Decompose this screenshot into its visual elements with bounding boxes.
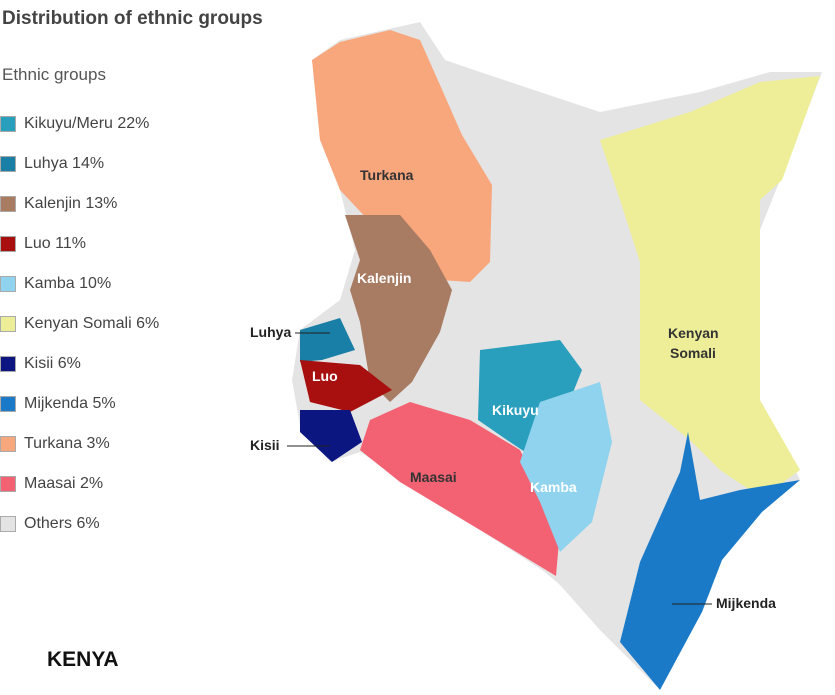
region-maasai xyxy=(360,402,560,576)
legend: Kikuyu/Meru 22% Luhya 14% Kalenjin 13% Luo … xyxy=(0,104,159,544)
legend-label: Kenyan Somali 6% xyxy=(24,315,160,332)
legend-label: Kisii 6% xyxy=(24,355,81,372)
legend-item: Kamba 10% xyxy=(0,264,159,304)
map-label-somali-2: Somali xyxy=(670,345,716,361)
map-label-kisii: Kisii xyxy=(250,437,280,453)
legend-item: Kisii 6% xyxy=(0,344,159,384)
map-label-kamba: Kamba xyxy=(530,479,577,495)
map-label-kikuyu: Kikuyu xyxy=(492,402,539,418)
legend-item: Kikuyu/Meru 22% xyxy=(0,104,159,144)
legend-swatch xyxy=(0,316,16,332)
legend-swatch xyxy=(0,436,16,452)
region-turkana xyxy=(312,30,492,282)
legend-label: Kalenjin 13% xyxy=(24,195,118,212)
legend-item: Luo 11% xyxy=(0,224,159,264)
legend-label: Maasai 2% xyxy=(24,475,104,492)
legend-item: Others 6% xyxy=(0,504,159,544)
map-label-mijkenda: Mijkenda xyxy=(716,595,776,611)
legend-swatch xyxy=(0,196,16,212)
legend-swatch xyxy=(0,156,16,172)
legend-item: Turkana 3% xyxy=(0,424,159,464)
map-label-kalenjin: Kalenjin xyxy=(357,270,411,286)
legend-label: Turkana 3% xyxy=(24,435,110,452)
region-kalenjin xyxy=(345,215,452,402)
legend-label: Mijkenda 5% xyxy=(24,395,116,412)
region-kamba xyxy=(520,382,612,552)
legend-swatch xyxy=(0,516,16,532)
map-label-luo: Luo xyxy=(312,368,338,384)
map-label-turkana: Turkana xyxy=(360,167,414,183)
region-mijkenda xyxy=(620,432,800,690)
region-kenyan-somali xyxy=(600,76,820,498)
country-label: KENYA xyxy=(47,648,119,671)
legend-swatch xyxy=(0,236,16,252)
region-luo xyxy=(300,360,392,412)
legend-item: Maasai 2% xyxy=(0,464,159,504)
legend-title: Ethnic groups xyxy=(2,65,106,84)
map-title: Distribution of ethnic groups xyxy=(2,8,263,29)
legend-swatch xyxy=(0,276,16,292)
legend-swatch xyxy=(0,396,16,412)
map-label-somali-1: Kenyan xyxy=(668,325,719,341)
legend-item: Kalenjin 13% xyxy=(0,184,159,224)
legend-swatch xyxy=(0,116,16,132)
legend-item: Kenyan Somali 6% xyxy=(0,304,159,344)
legend-swatch xyxy=(0,476,16,492)
legend-label: Luo 11% xyxy=(24,235,86,252)
map-label-maasai: Maasai xyxy=(410,469,457,485)
map-label-luhya: Luhya xyxy=(250,324,291,340)
legend-label: Kikuyu/Meru 22% xyxy=(24,115,150,132)
legend-label: Others 6% xyxy=(24,515,100,532)
region-luhya xyxy=(300,318,355,362)
legend-item: Luhya 14% xyxy=(0,144,159,184)
legend-label: Kamba 10% xyxy=(24,275,112,292)
legend-item: Mijkenda 5% xyxy=(0,384,159,424)
legend-label: Luhya 14% xyxy=(24,155,105,172)
region-kisii xyxy=(300,410,362,462)
legend-swatch xyxy=(0,356,16,372)
region-kikuyu xyxy=(478,340,582,462)
